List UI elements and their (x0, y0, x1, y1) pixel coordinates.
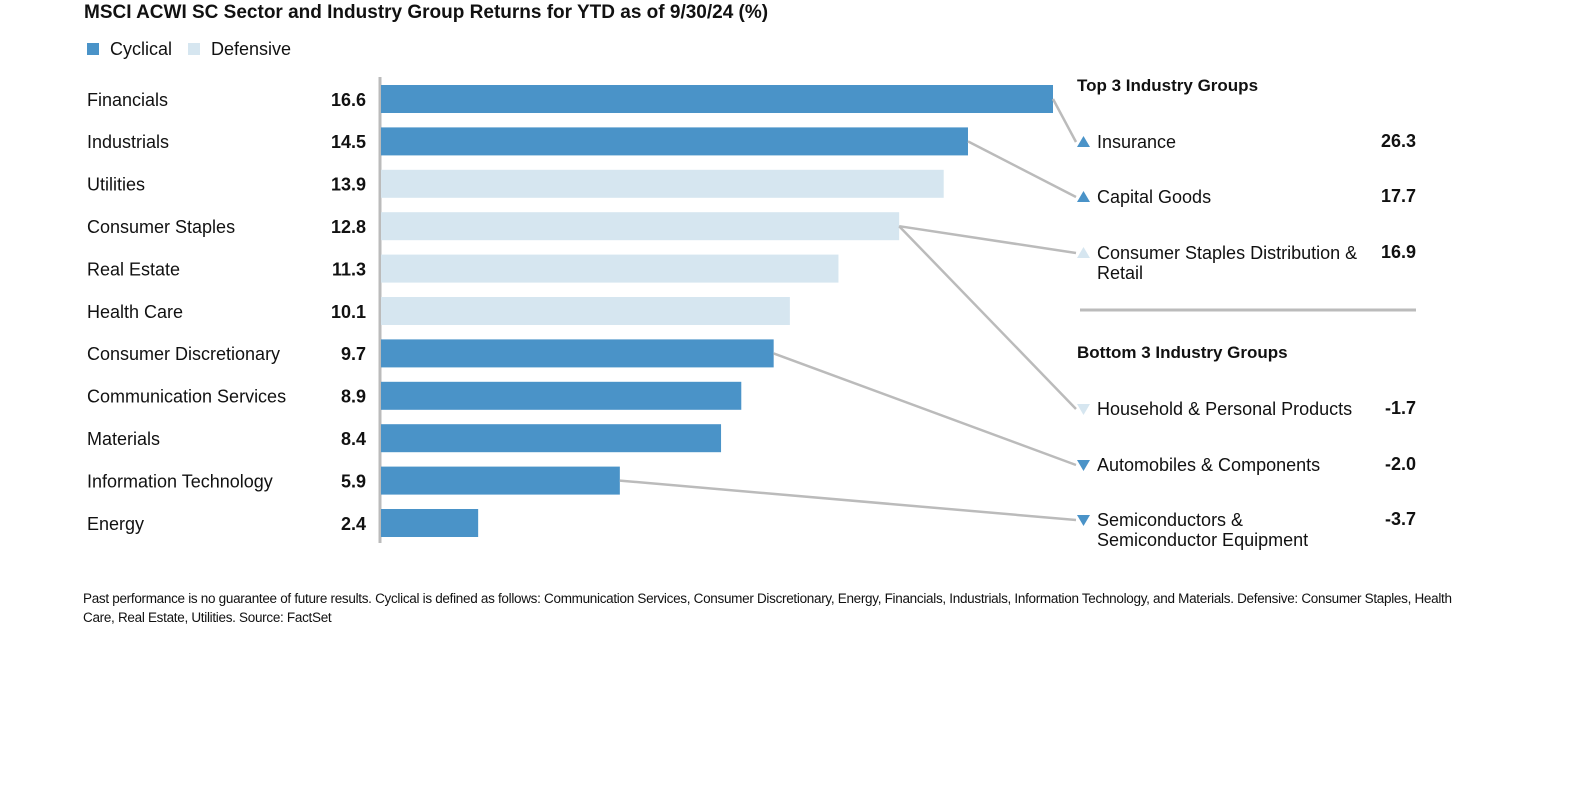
category-label: Financials (87, 90, 168, 110)
value-label: 9.7 (341, 344, 366, 364)
legend-swatch (188, 43, 200, 55)
bar (381, 169, 944, 198)
connector (619, 479, 1077, 522)
bar (381, 381, 742, 410)
bar (381, 85, 1053, 113)
industry-name: Insurance (1097, 132, 1177, 152)
connector (773, 352, 1077, 467)
value-label: 14.5 (331, 132, 366, 152)
category-label: Health Care (87, 302, 183, 322)
category-label: Consumer Discretionary (87, 344, 280, 364)
value-label: 8.4 (341, 429, 366, 449)
bar (381, 339, 774, 368)
category-label: Industrials (87, 132, 169, 152)
legend-swatch (87, 43, 99, 55)
industry-value: -3.7 (1384, 509, 1416, 529)
industry-value: 16.9 (1380, 242, 1416, 262)
value-label: 5.9 (341, 471, 366, 491)
connector (898, 224, 1077, 255)
category-label: Utilities (87, 175, 145, 195)
bar (381, 424, 722, 453)
chart-title: MSCI ACWI SC Sector and Industry Group R… (84, 2, 768, 23)
connector (898, 225, 1077, 410)
industry-value: 26.3 (1380, 131, 1416, 151)
industry-name: Automobiles & Components (1097, 455, 1321, 475)
industry-value: 17.7 (1380, 186, 1416, 206)
bar (381, 509, 479, 537)
direction-marker (1077, 460, 1090, 471)
connector (1051, 98, 1078, 143)
footnote: Past performance is no guarantee of futu… (83, 591, 1452, 625)
direction-marker (1077, 515, 1090, 526)
category-label: Materials (87, 429, 160, 449)
connector (967, 140, 1077, 199)
category-label: Information Technology (87, 471, 273, 491)
direction-marker (1077, 136, 1090, 147)
industry-value: -1.7 (1384, 398, 1416, 418)
industry-value: -2.0 (1384, 454, 1416, 474)
value-label: 12.8 (331, 217, 366, 237)
value-label: 11.3 (332, 259, 366, 279)
direction-marker (1077, 247, 1090, 258)
category-label: Real Estate (87, 259, 180, 279)
direction-marker (1077, 404, 1090, 415)
industry-name: Consumer Staples Distribution & Retail (1097, 243, 1358, 283)
panel-title: Top 3 Industry Groups (1077, 76, 1259, 95)
value-label: 13.9 (331, 175, 366, 195)
value-label: 10.1 (331, 302, 366, 322)
value-label: 16.6 (331, 90, 366, 110)
legend-label: Cyclical (110, 39, 172, 59)
bar (381, 466, 620, 495)
panel-title: Bottom 3 Industry Groups (1077, 343, 1288, 362)
value-label: 2.4 (341, 514, 366, 534)
category-label: Communication Services (87, 387, 286, 407)
industry-name: Household & Personal Products (1097, 399, 1353, 419)
direction-marker (1077, 191, 1090, 202)
legend-label: Defensive (211, 39, 291, 59)
value-label: 8.9 (341, 387, 366, 407)
industry-name: Semiconductors & Semiconductor Equipment (1097, 510, 1309, 550)
bar (381, 212, 900, 241)
category-label: Consumer Staples (87, 217, 235, 237)
bar (381, 127, 968, 156)
category-label: Energy (87, 514, 144, 534)
industry-name: Capital Goods (1097, 187, 1212, 207)
bar (381, 297, 790, 325)
bar (381, 254, 839, 283)
